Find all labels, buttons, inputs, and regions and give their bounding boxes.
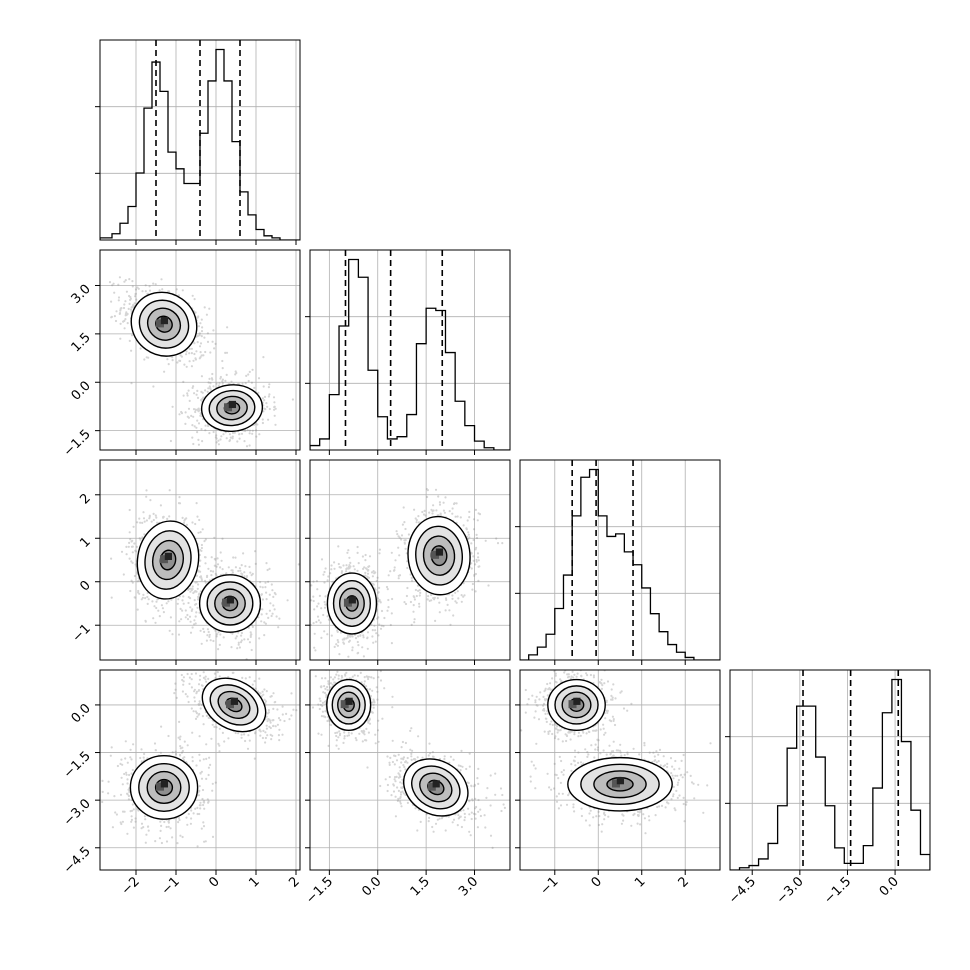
density-core bbox=[156, 782, 164, 791]
x-tick-label: 3.0 bbox=[456, 874, 481, 899]
density-layer bbox=[310, 488, 504, 658]
density-core bbox=[432, 780, 440, 788]
scatter-points bbox=[310, 488, 504, 658]
density-core bbox=[345, 697, 353, 705]
scatter-points bbox=[311, 670, 507, 849]
density-core bbox=[573, 697, 581, 705]
scatter-panel-1-2 bbox=[305, 459, 511, 665]
scatter-panel-0-3: −2 −1 0 1 2 −4.5 −3.0 −1.5 0.0 bbox=[61, 669, 303, 898]
x-tick-label: 0.0 bbox=[359, 874, 384, 899]
density-core bbox=[435, 548, 444, 556]
y-tick-label: −3.0 bbox=[61, 796, 94, 829]
scatter-panel-1-3: −1.5 0.0 1.5 3.0 bbox=[303, 669, 511, 907]
histogram-panel-1 bbox=[305, 249, 511, 455]
y-tick-label: −4.5 bbox=[61, 844, 94, 877]
panel-frame bbox=[309, 669, 511, 871]
density-core bbox=[427, 782, 436, 791]
panel-frame bbox=[309, 249, 511, 451]
density-core bbox=[431, 550, 440, 559]
density-layer bbox=[108, 276, 295, 448]
x-tick-label: 0 bbox=[589, 874, 605, 890]
panel-frame bbox=[519, 669, 721, 871]
density-core bbox=[160, 555, 168, 564]
x-tick-label: 2 bbox=[676, 874, 692, 890]
panel-frame bbox=[309, 459, 511, 661]
panel-frame bbox=[99, 249, 301, 451]
x-tick-label: 2 bbox=[286, 874, 302, 890]
density-core bbox=[160, 780, 168, 788]
density-core bbox=[343, 598, 352, 607]
y-tick-label: 0.0 bbox=[69, 701, 94, 726]
y-tick-label: 1.5 bbox=[69, 330, 94, 355]
y-tick-label: 1 bbox=[77, 534, 93, 550]
density-core bbox=[568, 700, 577, 709]
x-tick-label: 1 bbox=[632, 874, 648, 890]
y-tick-label: 0.0 bbox=[69, 378, 94, 403]
x-tick-label: −1 bbox=[159, 874, 183, 898]
histogram-step bbox=[310, 258, 510, 450]
x-tick-label: 1.5 bbox=[408, 874, 433, 899]
histogram-panel-3: −4.5 −3.0 −1.5 0.0 bbox=[725, 669, 931, 907]
x-tick-label: −1.5 bbox=[303, 874, 336, 907]
density-core bbox=[612, 779, 620, 788]
y-tick-label: 0 bbox=[77, 578, 93, 594]
scatter-panel-0-1: −1.5 0.0 1.5 3.0 bbox=[61, 249, 301, 460]
density-core bbox=[226, 700, 234, 709]
density-layer bbox=[520, 670, 720, 835]
density-core bbox=[224, 403, 232, 412]
density-core bbox=[156, 319, 164, 328]
density-layer bbox=[110, 489, 300, 660]
panel-frame bbox=[729, 669, 931, 871]
y-tick-label: −1 bbox=[70, 621, 94, 645]
scatter-panel-2-3: −1 0 1 2 bbox=[515, 669, 721, 898]
density-core bbox=[348, 596, 356, 604]
x-tick-label: 1 bbox=[246, 874, 262, 890]
density-core bbox=[340, 700, 349, 709]
density-core bbox=[228, 400, 236, 409]
x-tick-label: −1.5 bbox=[821, 874, 854, 907]
density-core bbox=[230, 697, 238, 705]
panel-frame bbox=[99, 459, 301, 661]
density-layer bbox=[101, 671, 298, 848]
panel-frame bbox=[519, 459, 721, 661]
panel-frame bbox=[99, 39, 301, 241]
histogram-panel-0 bbox=[95, 39, 301, 245]
x-tick-label: −1 bbox=[537, 874, 561, 898]
histogram-step bbox=[520, 468, 720, 660]
density-core bbox=[616, 777, 624, 785]
density-layer bbox=[311, 670, 507, 849]
density-core bbox=[222, 598, 230, 607]
x-tick-label: −3.0 bbox=[774, 874, 807, 907]
histogram-step bbox=[730, 678, 930, 870]
panel-frame bbox=[99, 669, 301, 871]
y-tick-label: 2 bbox=[77, 491, 93, 507]
histogram-panel-2 bbox=[515, 459, 721, 665]
x-tick-label: −2 bbox=[119, 874, 143, 898]
x-tick-label: −4.5 bbox=[726, 874, 759, 907]
density-core bbox=[160, 316, 168, 325]
x-tick-label: 0.0 bbox=[877, 874, 902, 899]
x-tick-label: 0 bbox=[206, 874, 222, 890]
density-core bbox=[164, 552, 172, 560]
density-core bbox=[226, 596, 234, 604]
y-tick-label: −1.5 bbox=[61, 749, 94, 782]
scatter-panel-0-2: −1 0 1 2 bbox=[70, 459, 301, 665]
y-tick-label: 3.0 bbox=[69, 282, 94, 307]
y-tick-label: −1.5 bbox=[61, 427, 94, 460]
scatter-points bbox=[101, 671, 298, 848]
